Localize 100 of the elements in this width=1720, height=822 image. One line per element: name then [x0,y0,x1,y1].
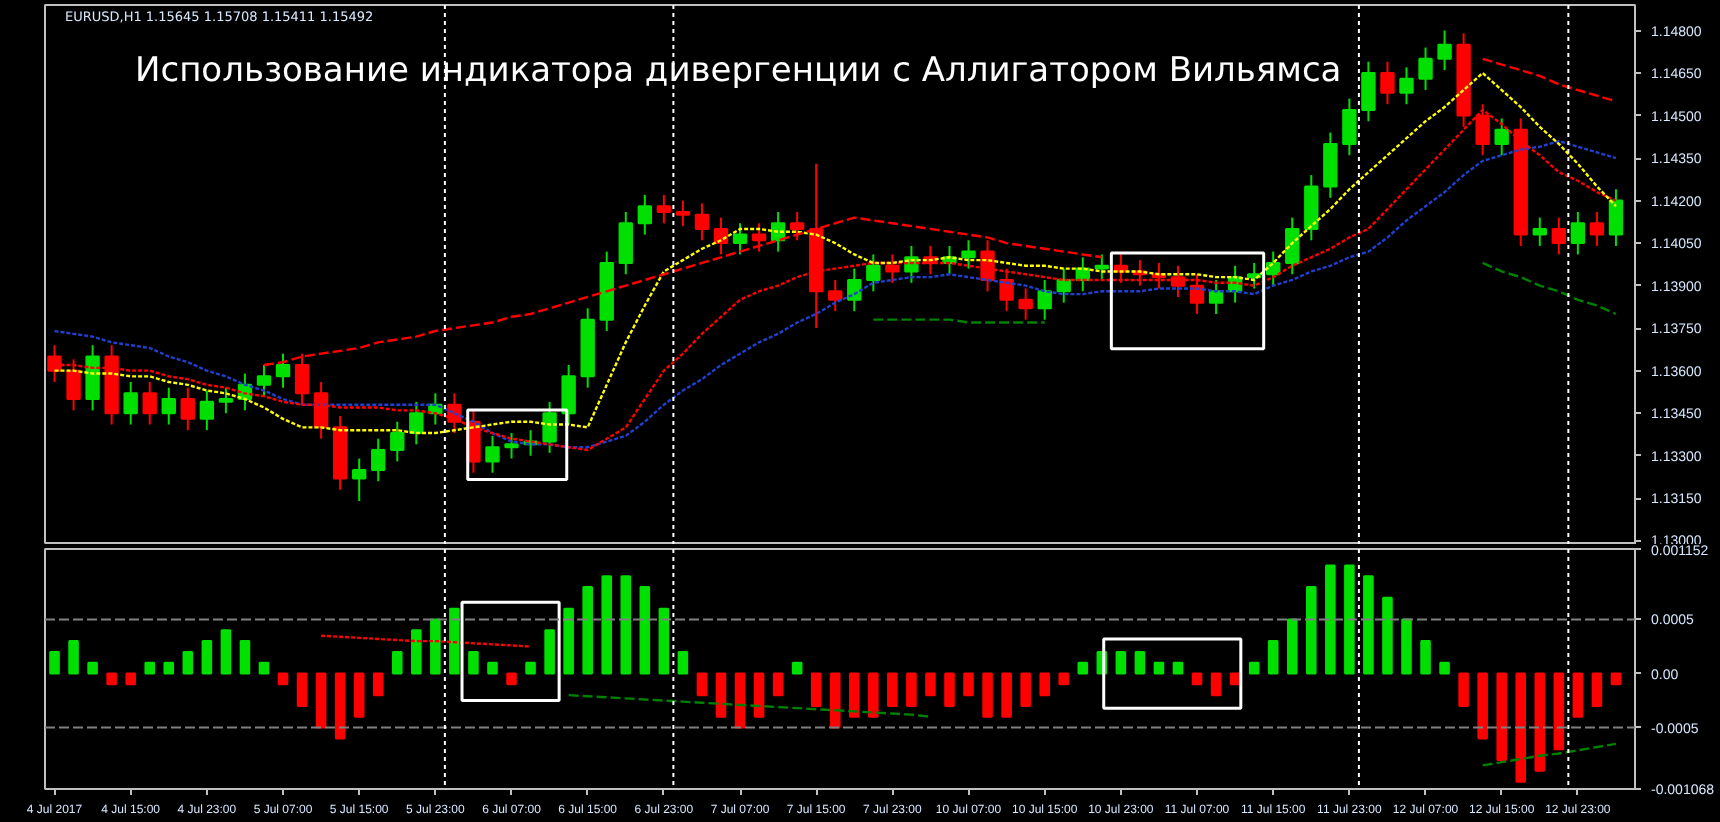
bar [296,672,308,707]
candlestick [1037,278,1052,321]
candlestick [828,278,843,313]
bar [1610,672,1622,686]
bar [487,661,498,675]
candlestick [371,437,386,483]
bar [87,661,98,675]
candlestick [1361,60,1376,123]
candlestick [1494,117,1509,157]
bar [125,672,136,686]
candlestick [751,222,767,253]
bar [715,672,727,718]
bar [1401,618,1412,675]
bar [1534,672,1546,772]
bar [1058,672,1070,686]
candlestick [161,386,176,426]
bar [544,629,555,675]
bar [163,661,175,675]
bar [1344,564,1355,675]
candlestick [485,434,500,474]
bar [1306,586,1317,675]
bar [1458,672,1469,707]
candlestick [637,193,653,236]
candlestick [352,457,367,503]
candlestick [1608,188,1624,247]
bar [334,672,346,740]
bar [277,672,289,686]
bar [1172,661,1184,675]
bar [696,672,708,697]
bar [1020,672,1031,707]
bar [1439,661,1450,675]
candlestick [275,352,291,389]
bar [1286,618,1298,675]
candlestick [999,267,1014,313]
bar [982,672,993,718]
bar [1496,672,1507,762]
bar [810,672,822,707]
bar [1515,672,1527,783]
bar [906,672,917,707]
bar [1134,650,1146,675]
bar [106,672,117,686]
candlestick [789,210,805,242]
bar [201,640,213,675]
bar [887,672,898,707]
bar [563,607,574,675]
bar [258,661,270,675]
bar [1153,661,1165,675]
bar [772,672,784,697]
candlestick [123,381,138,426]
bar [1591,672,1603,707]
candlestick [561,364,576,426]
bar [1363,575,1374,675]
bar [1210,672,1222,697]
candlestick [1170,264,1186,298]
text: Использование индикатора дивергенции с Аллигатором Вильямса [135,51,1342,91]
candlestick [866,253,881,293]
bar [49,650,60,675]
bar [144,661,156,675]
candlestick [409,400,424,446]
bar [1077,661,1089,675]
bar [353,672,365,718]
candlestick [542,400,557,454]
bar [868,672,879,718]
candlestick [1304,174,1319,242]
bar [449,607,460,675]
bar [658,607,670,675]
bar [925,672,936,697]
bar [239,640,251,675]
candlestick [1323,131,1338,199]
bar [753,672,765,718]
bar [391,650,403,675]
candlestick [885,253,900,284]
bar [639,586,651,675]
bar [1115,650,1127,675]
candlestick [85,344,100,412]
bar [220,629,232,675]
candlestick [675,199,691,228]
bar [849,672,860,718]
bar [411,629,422,675]
bar [620,575,632,675]
candlestick [142,381,157,426]
bar [1248,661,1260,675]
bar [582,586,593,675]
candlestick [1018,287,1033,321]
bar [1572,672,1584,718]
bar [944,672,955,707]
bar [1477,672,1488,740]
candlestick [961,239,976,270]
candlestick [1532,216,1547,247]
candlestick [1437,29,1452,72]
bar [372,672,384,697]
candlestick [1285,216,1300,276]
bar [430,618,441,675]
candlestick [1208,278,1224,315]
bar [506,672,517,686]
candlestick [1570,210,1586,256]
candlestick [732,222,748,256]
candlestick [1380,60,1395,106]
bar [829,672,841,729]
bar [963,672,974,697]
